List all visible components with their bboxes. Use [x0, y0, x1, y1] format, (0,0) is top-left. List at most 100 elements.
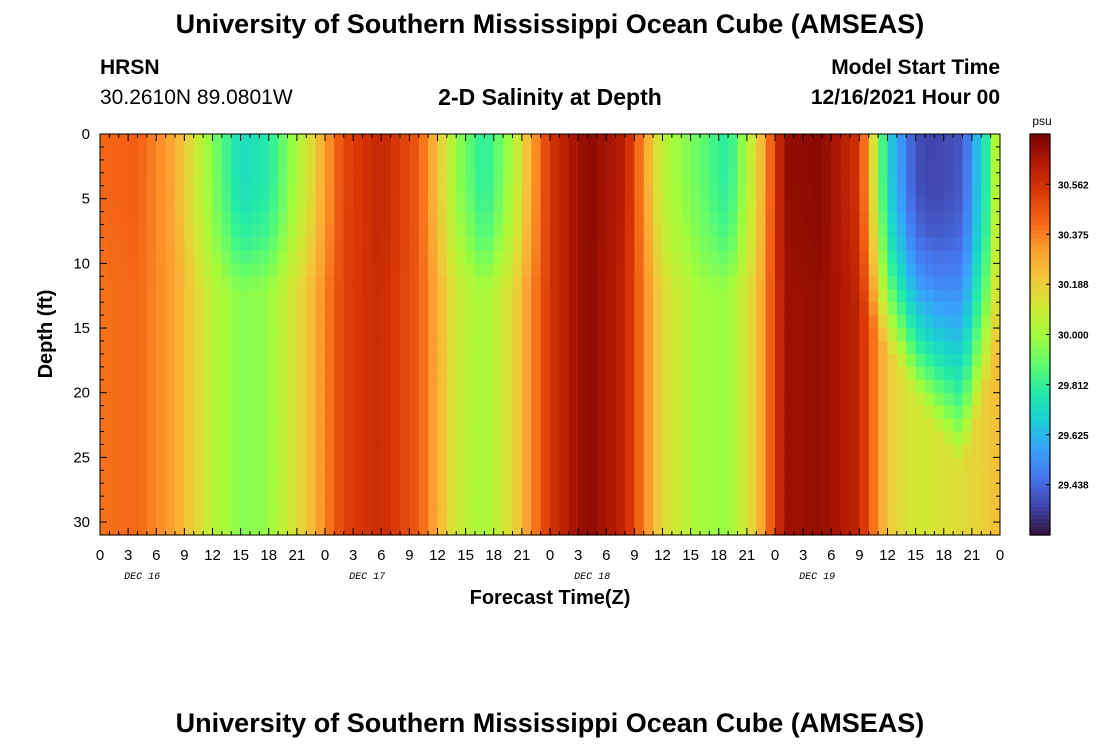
heatmap-cell — [896, 405, 907, 420]
heatmap-cell — [428, 263, 439, 277]
heatmap-cell — [784, 392, 795, 407]
heatmap-cell — [606, 392, 617, 407]
heatmap-cell — [953, 146, 964, 161]
heatmap-cell — [175, 418, 185, 433]
heatmap-cell — [446, 353, 457, 368]
heatmap-cell — [296, 328, 307, 342]
heatmap-cell — [737, 237, 748, 252]
heatmap-cell — [681, 379, 692, 394]
heatmap-cell — [109, 340, 120, 355]
colorbar-swatch — [1030, 506, 1050, 512]
heatmap-cell — [118, 302, 129, 316]
heatmap-cell — [756, 198, 767, 213]
heatmap-cell — [362, 211, 373, 226]
x-tick-label: 0 — [771, 547, 779, 564]
heatmap-cell — [484, 392, 495, 407]
heatmap-cell — [512, 470, 523, 484]
heatmap-cell — [446, 172, 457, 187]
heatmap-cell — [606, 198, 617, 213]
heatmap-cell — [718, 431, 729, 446]
heatmap-cell — [240, 470, 251, 484]
heatmap-cell — [128, 509, 139, 523]
heatmap-cell — [793, 405, 804, 420]
heatmap-cell — [653, 146, 664, 161]
heatmap-cell — [775, 159, 785, 174]
heatmap-cell — [137, 418, 148, 433]
heatmap-cell — [596, 483, 607, 497]
heatmap-cell — [493, 172, 504, 187]
heatmap-cell — [737, 250, 748, 264]
heatmap-cell — [681, 289, 692, 303]
heatmap-cell — [756, 185, 767, 200]
heatmap-cell — [793, 315, 804, 329]
heatmap-cell — [606, 250, 617, 264]
heatmap-cell — [775, 185, 785, 200]
heatmap-cell — [971, 418, 982, 433]
heatmap-cell — [859, 483, 870, 497]
heatmap-cell — [531, 353, 542, 368]
heatmap-cell — [756, 470, 767, 484]
heatmap-cell — [831, 302, 842, 316]
heatmap-cell — [887, 483, 898, 497]
heatmap-cell — [381, 366, 392, 381]
colorbar-swatch — [1030, 214, 1050, 219]
heatmap-cell — [906, 185, 917, 200]
heatmap-cell — [700, 289, 710, 303]
heatmap-cell — [521, 134, 532, 148]
heatmap-cell — [512, 496, 523, 510]
heatmap-cell — [175, 302, 185, 316]
heatmap-cell — [165, 276, 176, 290]
colorbar-swatch — [1030, 334, 1050, 340]
heatmap-cell — [700, 431, 710, 446]
heatmap-cell — [465, 263, 476, 277]
heatmap-cell — [925, 340, 935, 355]
heatmap-cell — [878, 379, 889, 394]
heatmap-cell — [221, 289, 232, 303]
heatmap-cell — [559, 340, 570, 355]
colorbar-tick-label: 29.812 — [1058, 381, 1089, 392]
heatmap-cell — [559, 509, 570, 523]
heatmap-cell — [587, 172, 598, 187]
heatmap-cell — [962, 379, 973, 394]
heatmap-cell — [653, 276, 664, 290]
heatmap-cell — [418, 379, 429, 394]
heatmap-cell — [859, 263, 870, 277]
heatmap-cell — [315, 172, 326, 187]
heatmap-cell — [259, 431, 270, 446]
heatmap-cell — [165, 444, 176, 458]
heatmap-cell — [859, 366, 870, 381]
heatmap-cell — [437, 353, 448, 368]
heatmap-cell — [906, 340, 917, 355]
heatmap-cell — [850, 172, 860, 187]
day-label: DEC 16 — [124, 572, 160, 583]
heatmap-cell — [653, 392, 664, 407]
heatmap-cell — [971, 185, 982, 200]
heatmap-cell — [521, 302, 532, 316]
heatmap-cell — [850, 431, 860, 446]
heatmap-cell — [859, 470, 870, 484]
heatmap-cell — [428, 276, 439, 290]
heatmap-cell — [990, 405, 1001, 420]
heatmap-cell — [831, 134, 842, 148]
heatmap-cell — [109, 172, 120, 187]
heatmap-cell — [746, 159, 757, 174]
heatmap-cell — [390, 250, 401, 264]
heatmap-cell — [634, 198, 645, 213]
heatmap-cell — [362, 289, 373, 303]
heatmap-cell — [906, 405, 917, 420]
heatmap-cell — [540, 509, 551, 523]
colorbar-swatch — [1030, 178, 1050, 183]
heatmap-cell — [109, 302, 120, 316]
heatmap-cell — [568, 185, 579, 200]
heatmap-cell — [221, 315, 232, 329]
heatmap-cell — [221, 340, 232, 355]
heatmap-cell — [878, 134, 889, 148]
heatmap-cell — [990, 418, 1001, 433]
heatmap-cell — [156, 444, 167, 458]
heatmap-cell — [231, 431, 242, 446]
heatmap-cell — [784, 457, 795, 471]
heatmap-cell — [118, 418, 129, 433]
heatmap-cell — [578, 315, 589, 329]
heatmap-cell — [953, 392, 964, 407]
heatmap-cell — [934, 224, 945, 239]
